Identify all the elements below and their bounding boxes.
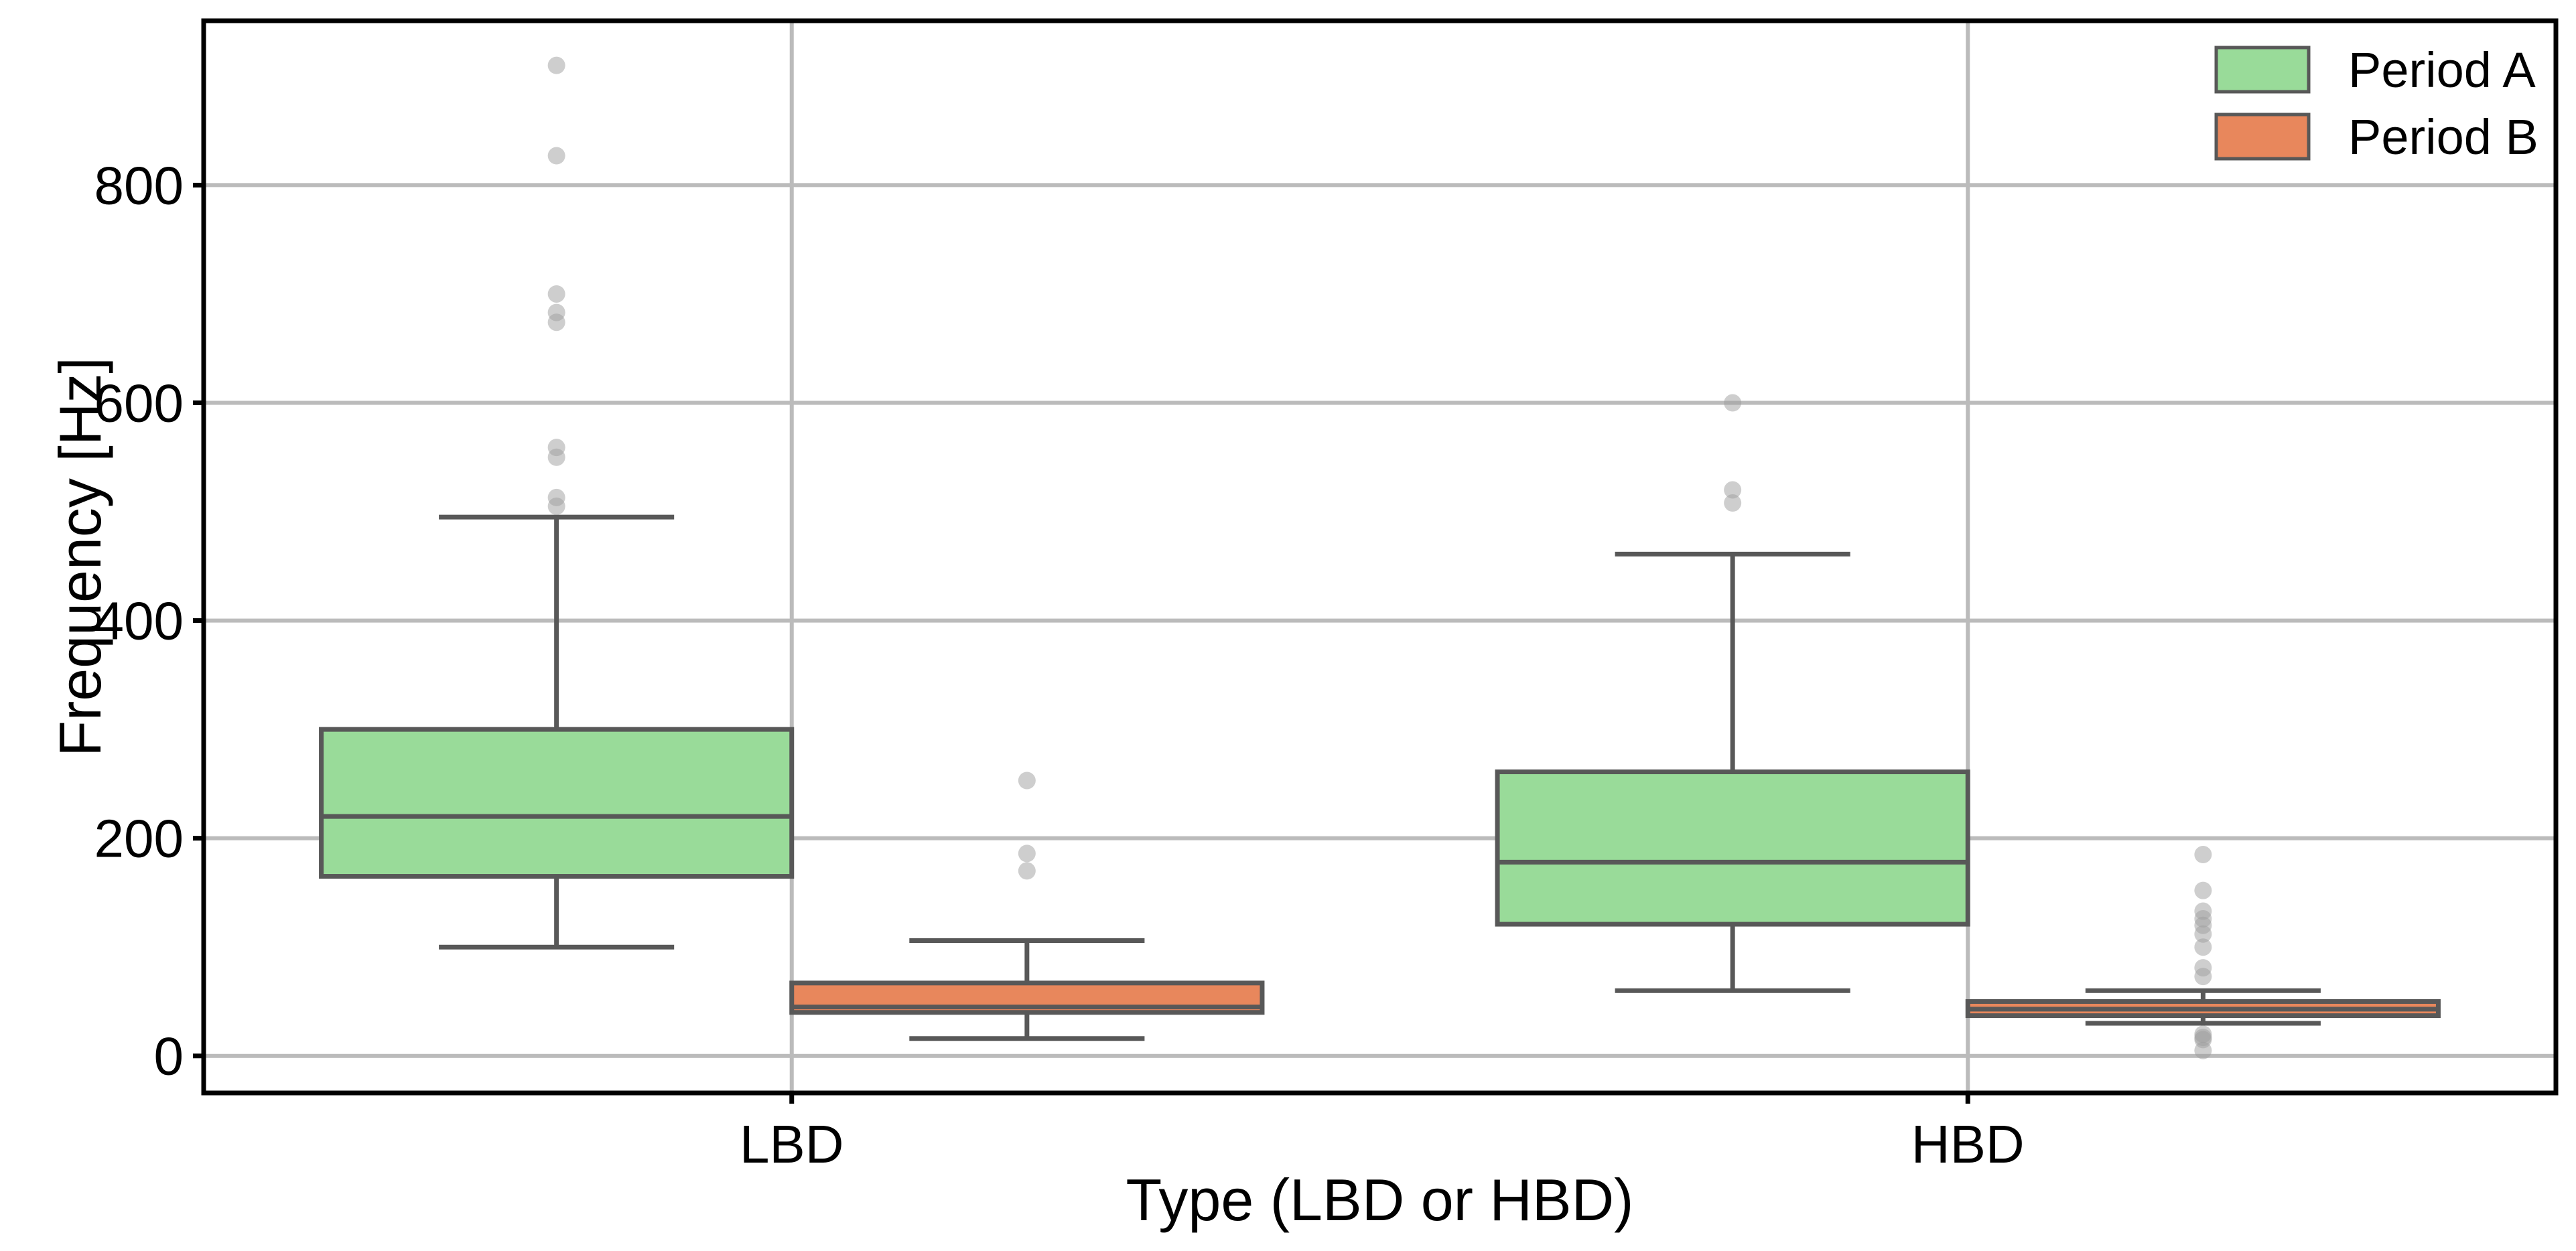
outlier-point — [547, 285, 565, 303]
box-HBD-period-a — [1495, 769, 1970, 927]
outlier-point — [547, 56, 565, 74]
outlier-point — [2194, 925, 2212, 943]
y-tick-label: 600 — [94, 374, 184, 433]
outlier-point — [1018, 771, 1036, 790]
outlier-point — [1018, 844, 1036, 863]
legend-swatch-period-b — [2214, 113, 2311, 161]
outlier-point — [1724, 481, 1742, 499]
x-axis-label: Type (LBD or HBD) — [1126, 1167, 1634, 1233]
outlier-point — [2194, 1041, 2212, 1059]
axes-frame — [201, 18, 2559, 1096]
y-tick-label: 200 — [94, 809, 184, 869]
plot-area — [204, 21, 2556, 1093]
legend-label: Period B — [2348, 109, 2538, 165]
outlier-point — [2194, 881, 2212, 899]
outlier-point — [1724, 394, 1742, 412]
x-tick-label: LBD — [740, 1114, 844, 1174]
outlier-point — [547, 497, 565, 515]
outlier-point — [547, 313, 565, 332]
outlier-point — [547, 448, 565, 466]
outlier-point — [2194, 846, 2212, 864]
outlier-point — [2194, 968, 2212, 986]
y-tick-label: 0 — [154, 1027, 184, 1086]
y-axis-label: Frequency [Hz] — [47, 357, 113, 757]
outlier-point — [547, 147, 565, 165]
y-tick-label: 800 — [94, 155, 184, 215]
outlier-point — [2194, 938, 2212, 956]
legend-swatch-period-a — [2214, 46, 2311, 94]
y-tick-label: 400 — [94, 591, 184, 651]
outlier-point — [1018, 862, 1036, 880]
x-tick-label: HBD — [1911, 1114, 2025, 1174]
legend-label: Period A — [2348, 42, 2536, 98]
outlier-point — [1724, 494, 1742, 512]
box-LBD-period-a — [319, 727, 795, 879]
